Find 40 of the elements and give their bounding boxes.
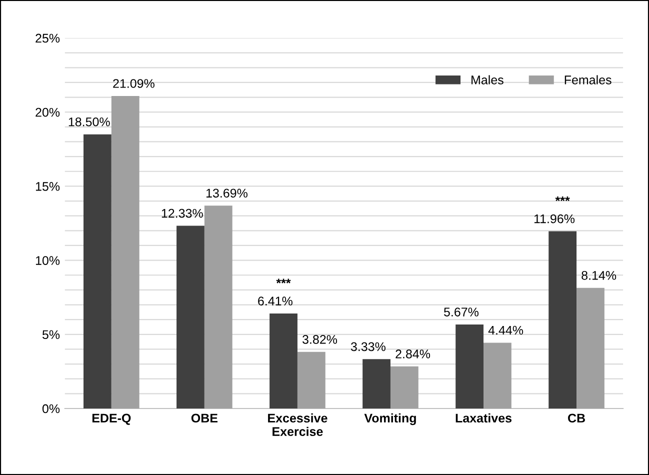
x-tick-label: OBE xyxy=(191,414,218,423)
y-tick-label: 0% xyxy=(42,404,60,414)
data-label: 3.82% xyxy=(302,335,338,344)
y-tick-label: 25% xyxy=(36,34,60,43)
data-label: 13.69% xyxy=(206,188,248,198)
x-tick-label: Vomiting xyxy=(364,413,416,426)
bar xyxy=(176,226,204,408)
data-label: 6.41% xyxy=(258,296,292,306)
data-label: 5.67% xyxy=(444,308,478,316)
data-label: 18.50% xyxy=(68,117,110,126)
bar xyxy=(576,288,604,408)
y-tick-label: 15% xyxy=(36,182,60,191)
bar xyxy=(362,359,390,408)
data-label: 2.84% xyxy=(396,350,430,358)
bar xyxy=(484,342,512,408)
y-tick-label: 5% xyxy=(42,330,60,340)
bar xyxy=(548,231,577,408)
data-label: 8.14% xyxy=(582,270,616,280)
legend-label: Females xyxy=(564,75,612,84)
data-label: 4.44% xyxy=(488,326,524,335)
bar xyxy=(111,96,140,408)
x-tick-label: CB xyxy=(568,414,585,423)
y-tick-label: 10% xyxy=(36,256,60,265)
data-label: 12.33% xyxy=(162,208,203,218)
x-tick-label: Excessive Exercise xyxy=(268,413,328,436)
x-tick-label: Laxatives xyxy=(456,413,512,423)
data-label: 21.09% xyxy=(113,79,154,88)
bar xyxy=(390,366,418,408)
data-label: 11.96% xyxy=(534,214,575,224)
bar xyxy=(204,206,232,408)
annotation: *** xyxy=(276,278,291,284)
legend-label: Males xyxy=(472,75,504,84)
bar xyxy=(456,324,484,408)
data-label: 3.33% xyxy=(350,342,386,352)
x-tick-label: EDE-Q xyxy=(92,414,131,425)
y-tick-label: 20% xyxy=(36,108,60,117)
bar xyxy=(270,314,298,408)
annotation: *** xyxy=(555,196,570,202)
bar xyxy=(84,134,112,408)
bar xyxy=(297,352,326,408)
